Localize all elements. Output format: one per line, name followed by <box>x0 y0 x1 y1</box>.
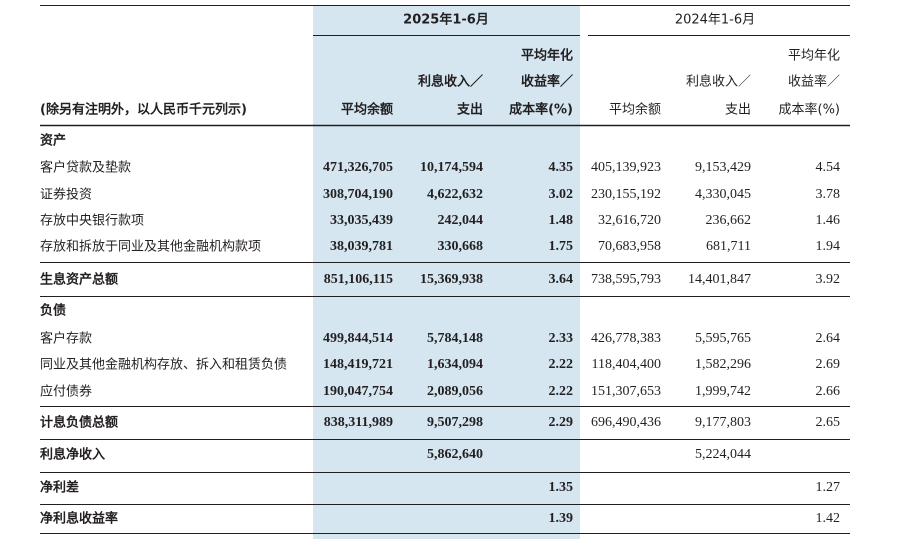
row-label: 净利差 <box>40 480 79 496</box>
cell: 242,044 <box>438 213 484 228</box>
cell: 2.65 <box>816 415 841 430</box>
cell: 1.42 <box>816 511 841 526</box>
cell: 1.39 <box>549 511 574 526</box>
column-header: 支出 <box>725 103 751 118</box>
row-label: 客户存款 <box>40 331 92 347</box>
cell: 33,035,439 <box>330 213 393 228</box>
row-label: 利息净收入 <box>40 447 105 463</box>
row-label: 应付债券 <box>40 384 92 400</box>
cell: 681,711 <box>706 239 751 254</box>
column-header: 利息收入／ <box>686 74 751 90</box>
column-header: 利息收入／ <box>418 74 483 90</box>
cell: 4,622,632 <box>427 187 483 202</box>
cell: 38,039,781 <box>330 239 393 254</box>
row-label: 净利息收益率 <box>40 511 118 527</box>
row-label: 存放中央银行款项 <box>40 214 144 229</box>
cell: 2.22 <box>549 357 574 372</box>
cell: 4.35 <box>549 160 574 175</box>
cell: 2.64 <box>816 331 841 346</box>
cell: 3.64 <box>549 272 574 287</box>
cell: 838,311,989 <box>324 415 393 430</box>
column-header: 平均余额 <box>341 102 393 118</box>
cell: 4,330,045 <box>695 187 751 202</box>
cell: 2.69 <box>816 357 841 372</box>
row-label: 存放和拆放于同业及其他金融机构款项 <box>40 239 261 255</box>
cell: 4.54 <box>816 160 841 175</box>
group-header: 2024年1-6月 <box>675 13 755 28</box>
column-header: 平均年化 <box>521 48 573 64</box>
group-header: 2025年1-6月 <box>403 12 489 28</box>
cell: 1.46 <box>816 213 841 228</box>
cell: 5,784,148 <box>427 331 483 346</box>
cell: 70,683,958 <box>598 239 661 254</box>
cell: 32,616,720 <box>598 213 661 228</box>
row-label: 同业及其他金融机构存放、拆入和租赁负债 <box>40 357 287 373</box>
cell: 851,106,115 <box>324 272 393 287</box>
cell: 2,089,056 <box>427 384 483 399</box>
cell: 738,595,793 <box>591 272 661 287</box>
cell: 1.94 <box>816 239 841 254</box>
cell: 230,155,192 <box>591 187 661 202</box>
cell: 148,419,721 <box>323 357 393 372</box>
cell: 5,224,044 <box>695 447 751 462</box>
cell: 2.66 <box>816 384 841 399</box>
highlight-band <box>313 5 580 539</box>
row-label: 生息资产总额 <box>40 272 118 288</box>
column-header: 收益率／ <box>788 74 840 90</box>
column-header: 平均年化 <box>788 49 840 64</box>
cell: 9,507,298 <box>427 415 483 430</box>
cell: 308,704,190 <box>323 187 393 202</box>
cell: 190,047,754 <box>323 384 393 399</box>
cell: 5,595,765 <box>695 331 751 346</box>
cell: 9,177,803 <box>695 415 751 430</box>
cell: 5,862,640 <box>427 447 483 462</box>
cell: 471,326,705 <box>323 160 393 175</box>
cell: 2.29 <box>549 415 574 430</box>
cell: 1.27 <box>816 480 841 495</box>
cell: 3.92 <box>816 272 841 287</box>
row-label: 证券投资 <box>40 187 92 203</box>
column-header: 收益率／ <box>521 74 573 90</box>
cell: 2.33 <box>549 331 574 346</box>
cell: 405,139,923 <box>591 160 661 175</box>
cell: 15,369,938 <box>420 272 483 287</box>
cell: 3.02 <box>549 187 574 202</box>
cell: 2.22 <box>549 384 574 399</box>
cell: 1.75 <box>549 239 574 254</box>
cell: 1,999,742 <box>695 384 751 399</box>
column-header: 成本率(%) <box>779 102 841 118</box>
cell: 1,582,296 <box>695 357 751 372</box>
column-header: 成本率(%) <box>509 102 573 118</box>
cell: 10,174,594 <box>420 160 483 175</box>
row-label: 负债 <box>40 303 66 319</box>
cell: 696,490,436 <box>591 415 661 430</box>
cell: 1,634,094 <box>427 357 483 372</box>
row-label: 资产 <box>40 133 66 149</box>
cell: 14,401,847 <box>688 272 751 287</box>
column-header: 平均余额 <box>609 102 661 118</box>
cell: 118,404,400 <box>592 357 661 372</box>
cell: 3.78 <box>816 187 841 202</box>
cell: 1.35 <box>549 480 574 495</box>
cell: 236,662 <box>706 213 752 228</box>
row-label: 计息负债总额 <box>40 415 118 431</box>
cell: 9,153,429 <box>695 160 751 175</box>
row-label: 客户贷款及垫款 <box>40 160 131 176</box>
cell: 499,844,514 <box>323 331 393 346</box>
unit-note: (除另有注明外，以人民币千元列示) <box>40 102 247 118</box>
cell: 151,307,653 <box>591 384 661 399</box>
cell: 1.48 <box>549 213 574 228</box>
column-header: 支出 <box>456 102 483 118</box>
cell: 426,778,383 <box>591 331 661 346</box>
cell: 330,668 <box>438 239 484 254</box>
